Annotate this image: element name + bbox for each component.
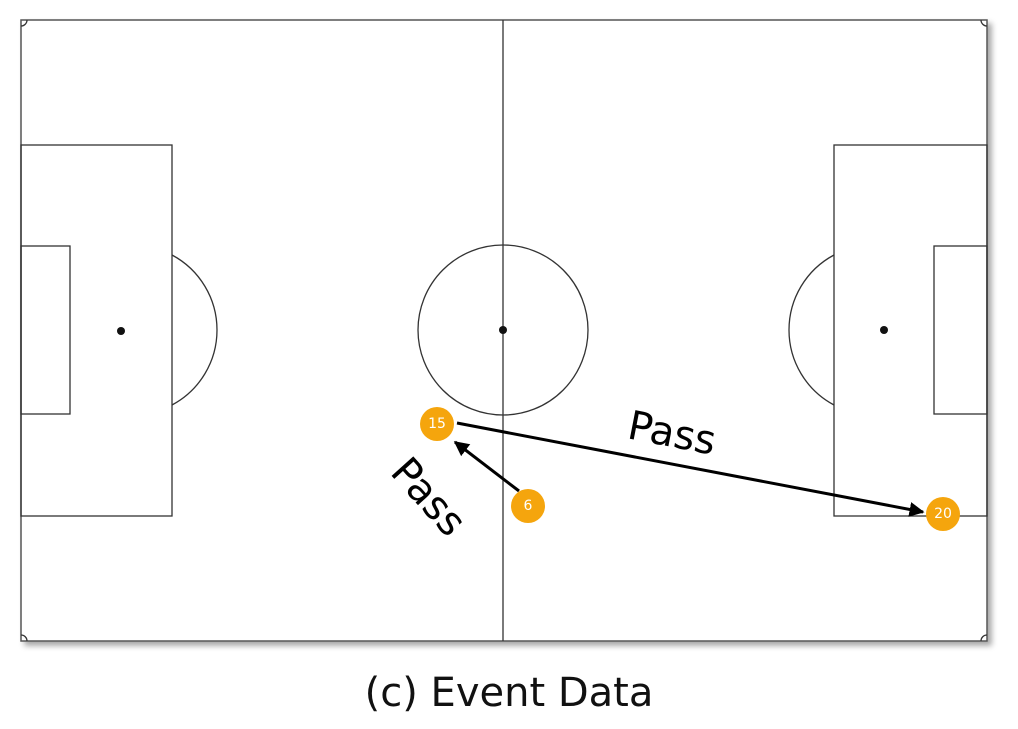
- player-marker: 15: [420, 407, 454, 441]
- right-penalty-spot: [880, 326, 888, 334]
- player-number: 6: [524, 498, 533, 514]
- pass-arrow: [456, 421, 925, 517]
- pass-arrows: [453, 421, 925, 517]
- corner-arc-top-left: [20, 19, 28, 27]
- player-marker: 6: [511, 489, 545, 523]
- center-spot: [499, 326, 507, 334]
- player-dot: [420, 407, 454, 441]
- right-penalty-arc: [788, 254, 835, 406]
- left-penalty-spot: [117, 327, 125, 335]
- center-circle: [417, 244, 589, 416]
- player-number: 15: [428, 416, 446, 432]
- player-dot: [926, 497, 960, 531]
- left-penalty-arc: [171, 254, 218, 406]
- soccer-pitch: [20, 19, 988, 642]
- figure-caption: (c) Event Data: [365, 670, 654, 716]
- corner-arc-bottom-left: [20, 634, 28, 642]
- player-number: 20: [934, 506, 952, 522]
- pass-arrow: [453, 440, 520, 493]
- left-goal-area: [20, 245, 71, 415]
- corner-arc-top-right: [980, 19, 988, 27]
- player-marker: 20: [926, 497, 960, 531]
- player-dot: [511, 489, 545, 523]
- right-goal-area: [933, 245, 988, 415]
- corner-arc-bottom-right: [980, 634, 988, 642]
